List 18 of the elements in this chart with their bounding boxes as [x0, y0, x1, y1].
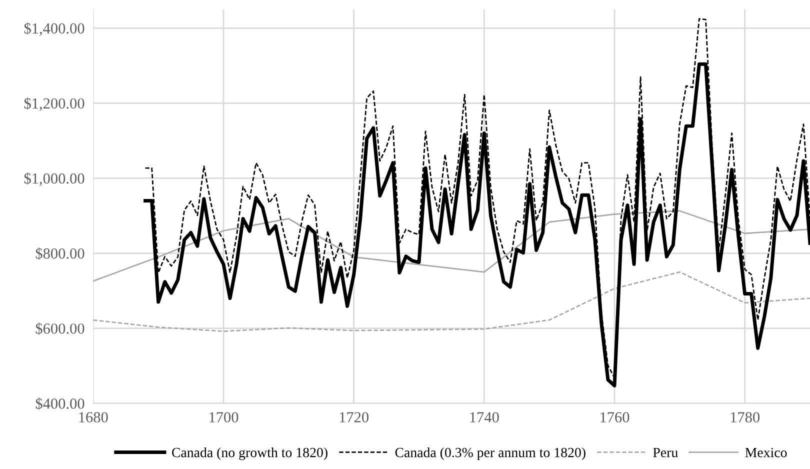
- y-tick-label: $1,200.00: [24, 97, 84, 111]
- legend-label: Peru: [653, 448, 678, 458]
- x-tick-label: 1780: [730, 412, 760, 422]
- line-series: [93, 271, 810, 332]
- x-tick-label: 1720: [340, 412, 369, 422]
- x-tick-label: 1760: [600, 412, 630, 422]
- y-tick-label: $1,400.00: [24, 22, 84, 36]
- x-tick-label: 1680: [79, 412, 108, 422]
- y-tick-label: $400.00: [36, 398, 84, 410]
- y-tick-label: $800.00: [36, 248, 84, 260]
- y-tick-label: $600.00: [36, 322, 84, 335]
- legend-label: Mexico: [745, 448, 787, 458]
- line-series: [93, 210, 810, 282]
- x-tick-label: 1700: [210, 412, 238, 422]
- legend-label: Canada (no growth to 1820): [172, 447, 328, 460]
- legend-label: Canada (0.3% per annum to 1820): [395, 447, 586, 460]
- x-tick-label: 1740: [470, 412, 499, 422]
- y-tick-label: $1,000.00: [24, 172, 84, 186]
